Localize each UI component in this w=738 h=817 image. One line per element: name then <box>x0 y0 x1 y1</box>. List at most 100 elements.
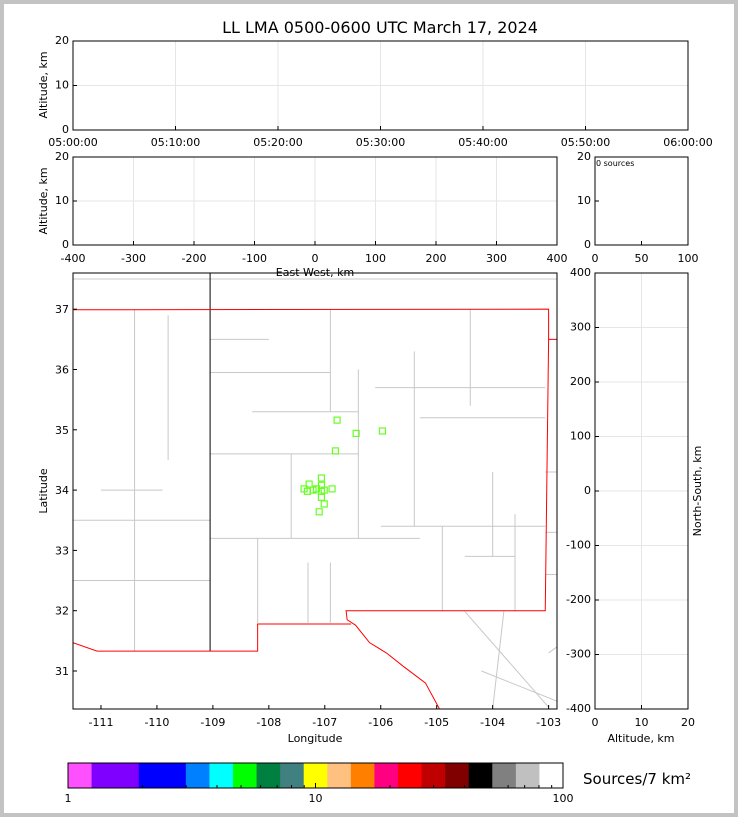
panel-frame <box>72 272 558 710</box>
y-tick-label: 10 <box>55 79 69 92</box>
east-west-altitude-panel: -400 -300 -200 -100 0 100 200 300 40001020East-W… <box>37 150 568 279</box>
y-tick-label: 100 <box>570 430 591 443</box>
border-mexico <box>73 623 352 652</box>
colorbar-segment <box>162 763 187 788</box>
colorbar-segment <box>327 763 352 788</box>
x-tick-label: -110 <box>144 716 169 729</box>
y-tick-label: 0 <box>62 238 69 251</box>
x-tick-label: 0 <box>312 252 319 265</box>
colorbar-tick-label: 1 <box>65 792 72 805</box>
y-tick-label: 200 <box>570 375 591 388</box>
y-tick-label: 20 <box>55 150 69 163</box>
source-count-annotation: 0 sources <box>596 159 634 168</box>
colorbar-segment <box>280 763 305 788</box>
x-tick-label: -109 <box>200 716 225 729</box>
x-tick-label: 05:50:00 <box>561 136 610 149</box>
x-axis-label: Longitude <box>288 732 343 745</box>
x-tick-label: 05:20:00 <box>253 136 302 149</box>
x-tick-label: -400 <box>61 252 86 265</box>
y-tick-label: 0 <box>584 238 591 251</box>
county-line <box>548 646 557 654</box>
colorbar-segment <box>91 763 116 788</box>
x-tick-label: 06:00:00 <box>663 136 712 149</box>
y-tick-label: 20 <box>577 150 591 163</box>
colorbar-segment <box>468 763 493 788</box>
colorbar-segment <box>515 763 540 788</box>
chart-title: LL LMA 0500-0600 UTC March 17, 2024 <box>222 18 538 37</box>
station-marker <box>328 485 336 493</box>
x-tick-label: -200 <box>182 252 207 265</box>
x-tick-label: -107 <box>312 716 337 729</box>
x-tick-label: 300 <box>486 252 507 265</box>
y-axis-label: Latitude <box>37 468 50 514</box>
colorbar-segment <box>115 763 140 788</box>
x-tick-label: 05:30:00 <box>356 136 405 149</box>
altitude-north-south-panel: 0 10 20 -400 -300 -200 -100 0 100 200 300 400 Altitu… <box>566 266 704 745</box>
y-axis-label: Altitude, km <box>37 51 50 118</box>
y-tick-label: 34 <box>55 484 69 497</box>
station-marker <box>331 447 340 455</box>
colorbar-segment <box>398 763 423 788</box>
panel-frame <box>594 272 689 710</box>
county-line <box>481 670 557 702</box>
y-tick-label: 10 <box>55 194 69 207</box>
x-tick-label: 0 <box>592 716 599 729</box>
station-marker <box>378 427 387 435</box>
x-tick-label: 100 <box>678 252 699 265</box>
colorbar-tick-label: 10 <box>309 792 323 805</box>
y-tick-label: 32 <box>55 605 69 618</box>
x-tick-label: 05:10:00 <box>151 136 200 149</box>
colorbar-segment <box>421 763 446 788</box>
y-tick-label: 37 <box>55 303 69 316</box>
y-tick-label: -300 <box>566 648 591 661</box>
station-marker <box>320 500 328 508</box>
x-tick-label: -111 <box>88 716 113 729</box>
colorbar-tick-label: 100 <box>553 792 574 805</box>
y-tick-label: -400 <box>566 702 591 715</box>
colorbar-segment <box>209 763 234 788</box>
y-tick-label: 33 <box>55 544 69 557</box>
station-marker <box>315 508 323 516</box>
x-axis-label: Altitude, km <box>607 732 674 745</box>
colorbar-segment <box>539 763 564 788</box>
y-tick-label: 300 <box>570 321 591 334</box>
x-tick-label: 100 <box>365 252 386 265</box>
colorbar-label: Sources/7 km² <box>583 770 691 788</box>
colorbar-segment <box>233 763 258 788</box>
y-tick-label: 0 <box>584 484 591 497</box>
altitude-histogram-panel: 0 50 100 0 10 20 0 sources <box>577 150 699 265</box>
x-tick-label: -103 <box>536 716 561 729</box>
county-line <box>492 611 505 709</box>
colorbar: 1 10 100 Sources/7 km² <box>65 762 691 805</box>
panel-frame <box>594 156 689 246</box>
station-marker <box>333 416 341 424</box>
border-tx <box>345 339 550 709</box>
map-borders <box>73 273 557 709</box>
x-tick-label: -100 <box>242 252 267 265</box>
station-marker <box>320 486 328 494</box>
y-tick-label: 36 <box>55 363 69 376</box>
x-tick-label: -104 <box>480 716 505 729</box>
x-tick-label: 0 <box>592 252 599 265</box>
y-tick-label: 0 <box>62 123 69 136</box>
colorbar-segment <box>350 763 375 788</box>
y-tick-label: 31 <box>55 665 69 678</box>
x-tick-label: -300 <box>121 252 146 265</box>
state-border-north <box>73 308 557 340</box>
time-height-panel: 05:00:00 05:10:00 05:20:00 05:30:00 05:40:00… <box>37 18 713 149</box>
x-tick-label: 10 <box>635 716 649 729</box>
y-tick-label: 400 <box>570 266 591 279</box>
x-tick-label: 05:40:00 <box>458 136 507 149</box>
y-tick-label: -200 <box>566 593 591 606</box>
y-axis-label: Altitude, km <box>37 167 50 234</box>
panel-frame <box>72 40 689 131</box>
x-tick-label: 200 <box>426 252 447 265</box>
station-marker <box>317 474 326 482</box>
plan-view-map-panel: -111 -110 -109 -108 -107 -106 -105 -104 -103 31 32… <box>37 272 561 745</box>
y-tick-label: -100 <box>566 539 591 552</box>
panel-frame <box>72 156 558 246</box>
x-tick-label: -108 <box>256 716 281 729</box>
x-tick-label: 05:00:00 <box>48 136 97 149</box>
